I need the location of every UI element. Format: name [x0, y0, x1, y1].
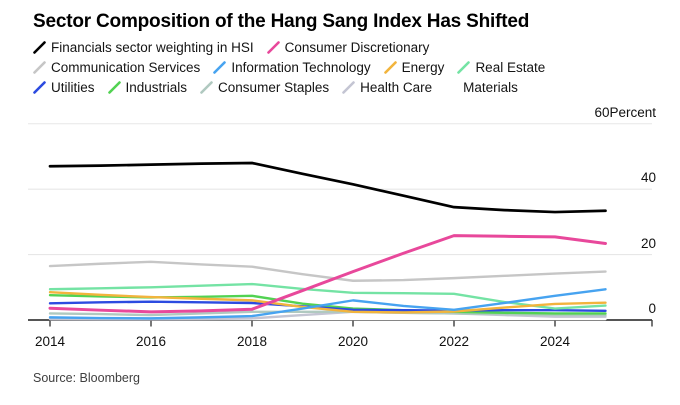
legend-label: Health Care — [360, 80, 433, 95]
legend-label: Communication Services — [51, 60, 201, 75]
y-axis-label-60: 60Percent — [594, 104, 656, 120]
legend-item-consumer_discretionary: Consumer Discretionary — [266, 40, 430, 55]
legend-swatch-icon — [33, 61, 46, 74]
series-line-financials — [48, 161, 607, 214]
legend-item-communication_services: Communication Services — [33, 60, 200, 75]
legend-label: Consumer Staples — [218, 80, 330, 95]
series-line-communication_services — [48, 260, 607, 282]
legend-row: Communication Services Information Techno… — [33, 59, 653, 76]
legend-item-utilities: Utilities — [33, 80, 95, 95]
y-axis-label-20: 20 — [640, 235, 656, 251]
legend-item-materials: Materials — [445, 80, 518, 95]
legend-label: Consumer Discretionary — [284, 40, 430, 55]
legend-row: Financials sector weighting in HSI Consum… — [33, 39, 653, 56]
legend-swatch-icon — [33, 81, 46, 94]
y-axis-label-40: 40 — [640, 170, 656, 186]
legend-item-real_estate: Real Estate — [457, 60, 545, 75]
legend-swatch-icon — [200, 81, 213, 94]
x-axis-label-2022: 2022 — [438, 334, 470, 349]
x-axis-label-2024: 2024 — [539, 334, 571, 349]
legend-item-industrials: Industrials — [107, 80, 188, 95]
series-line-information_technology — [48, 288, 607, 320]
series-line-utilities — [48, 300, 607, 313]
series-line-consumer_discretionary — [48, 234, 607, 314]
x-axis-label-2016: 2016 — [135, 334, 167, 349]
chart-legend: Financials sector weighting in HSI Consum… — [33, 39, 653, 96]
legend-item-health_care: Health Care — [342, 80, 432, 95]
legend-item-consumer_staples: Consumer Staples — [200, 80, 329, 95]
series-line-energy — [48, 290, 607, 314]
legend-label: Financials sector weighting in HSI — [51, 40, 254, 55]
legend-label: Information Technology — [231, 60, 371, 75]
legend-swatch-icon — [445, 81, 458, 94]
x-axis-label-2018: 2018 — [236, 334, 268, 349]
series-line-consumer_staples — [48, 310, 607, 317]
series-line-real_estate — [48, 282, 607, 310]
legend-item-information_technology: Information Technology — [213, 60, 371, 75]
legend-label: Industrials — [125, 80, 188, 95]
legend-swatch-icon — [266, 41, 280, 54]
x-axis-label-2014: 2014 — [34, 334, 66, 349]
legend-label: Real Estate — [475, 60, 546, 75]
legend-label: Energy — [401, 60, 445, 75]
legend-swatch-icon — [107, 81, 121, 94]
legend-swatch-icon — [342, 81, 355, 94]
legend-item-energy: Energy — [383, 60, 445, 75]
legend-swatch-icon — [383, 61, 397, 74]
x-axis-label-2020: 2020 — [337, 334, 369, 349]
y-axis-label-0: 0 — [648, 301, 656, 316]
legend-swatch-icon — [33, 41, 46, 54]
legend-swatch-icon — [457, 61, 471, 74]
legend-label: Materials — [463, 80, 518, 95]
legend-label: Utilities — [51, 80, 95, 95]
legend-swatch-icon — [213, 61, 227, 74]
legend-row: Utilities Industrials Consumer Staples Heal… — [33, 79, 653, 96]
legend-item-financials: Financials sector weighting in HSI — [33, 40, 254, 55]
source-note: Source: Bloomberg — [33, 371, 141, 385]
chart-title: Sector Composition of the Hang Sang Inde… — [33, 11, 530, 32]
